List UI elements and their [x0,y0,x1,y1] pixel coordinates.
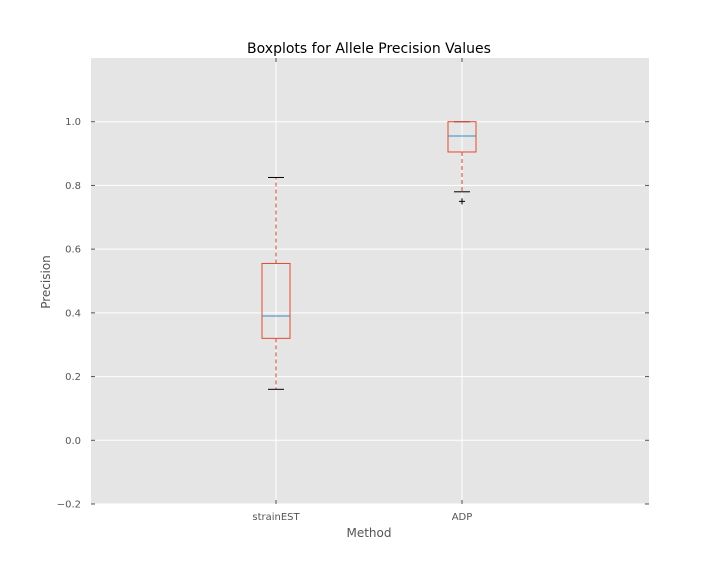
y-tick-label: 0.6 [65,245,81,256]
y-tick-label: 0.0 [65,436,81,447]
chart-title: Boxplots for Allele Precision Values [247,41,491,57]
box-iqr [447,121,477,153]
box-iqr [261,262,291,339]
y-axis-label: Precision [39,255,53,309]
y-tick-label: −0.2 [57,500,81,511]
y-tick-label: 0.4 [65,308,81,319]
box-group-ADP [447,121,477,205]
plot-area [91,58,649,504]
x-tick-label: ADP [452,512,473,523]
boxes [261,121,477,390]
box-group-strainEST [261,176,291,390]
x-axis-label: Method [346,526,391,540]
y-tick-label: 0.2 [65,372,81,383]
y-tick-label: 1.0 [65,117,81,128]
y-tick-label: 0.8 [65,181,81,192]
axis-ticks: −0.2 0.0 0.2 0.4 0.6 0.8 1.0 strainEST ADP [57,58,649,523]
x-tick-label: strainEST [252,512,300,523]
grid-lines [91,58,649,505]
